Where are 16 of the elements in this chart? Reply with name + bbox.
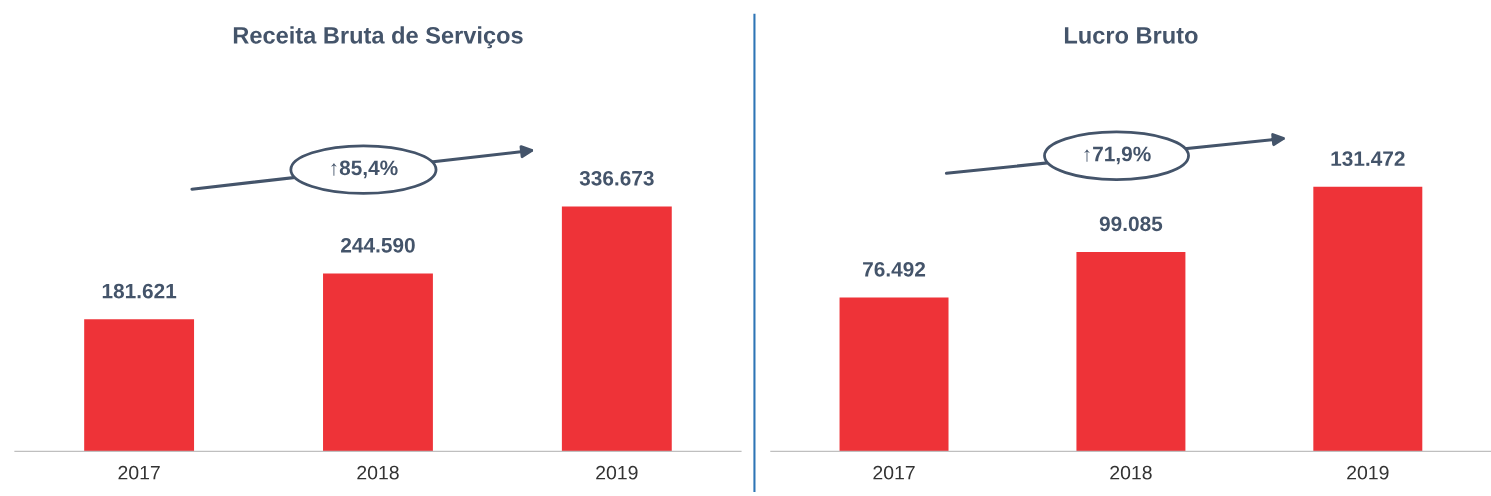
- x-tick-label: 2019: [1347, 465, 1389, 480]
- text: ↑85,4%: [331, 160, 398, 179]
- data-label: 99.085: [1099, 216, 1163, 232]
- data-label: 181.621: [102, 283, 177, 299]
- data-label: 131.472: [1331, 151, 1405, 167]
- x-tick-label: 2018: [1110, 465, 1152, 480]
- x-tick-label: 2018: [357, 465, 399, 480]
- x-tick-label: 2017: [873, 465, 915, 480]
- chart-title: Receita Bruta de Serviços: [233, 26, 523, 49]
- data-label: 244.590: [341, 237, 415, 253]
- x-tick-label: 2019: [596, 465, 638, 480]
- data-label: 336.673: [579, 170, 654, 186]
- data-label: 76.492: [863, 261, 926, 277]
- x-tick-label: 2017: [118, 465, 160, 480]
- chart-title: Lucro Bruto: [1064, 27, 1198, 44]
- text: ↑71,9%: [1084, 146, 1151, 165]
